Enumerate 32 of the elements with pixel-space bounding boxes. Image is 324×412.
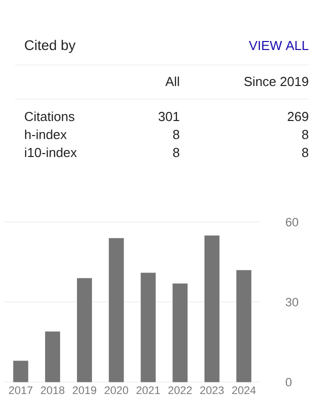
x-tick-label: 2017 [9,386,32,394]
text: Since 2019 [244,76,308,86]
bar [13,360,28,382]
bar [236,270,252,382]
bar [172,283,188,382]
y-tick-label: 30 [286,298,298,306]
bar [140,272,156,382]
text: h-index [25,130,67,140]
bar [45,331,60,382]
x-tick-label: 2018 [40,386,64,394]
text: 269 [288,112,308,122]
text: 301 [158,112,180,122]
y-tick-label: 0 [286,378,292,386]
text: 8 [173,148,180,158]
bar [76,278,92,382]
x-tick-label: 2021 [136,386,160,394]
text: i10-index [25,148,77,158]
bar [204,235,220,382]
x-tick-label: 2023 [200,386,224,394]
text: 8 [302,130,308,140]
text: VIEW ALL [248,41,308,50]
x-tick-label: 2024 [232,386,256,394]
x-tick-label: 2020 [104,386,128,394]
text: 8 [173,130,180,140]
x-tick-label: 2022 [168,386,192,394]
y-tick-label: 60 [286,218,298,226]
x-tick-label: 2019 [72,386,96,394]
text: 8 [302,148,308,158]
text: Citations [24,112,74,122]
bar [108,238,124,382]
chart-title: Cited by [24,40,76,53]
text: All [165,76,179,86]
